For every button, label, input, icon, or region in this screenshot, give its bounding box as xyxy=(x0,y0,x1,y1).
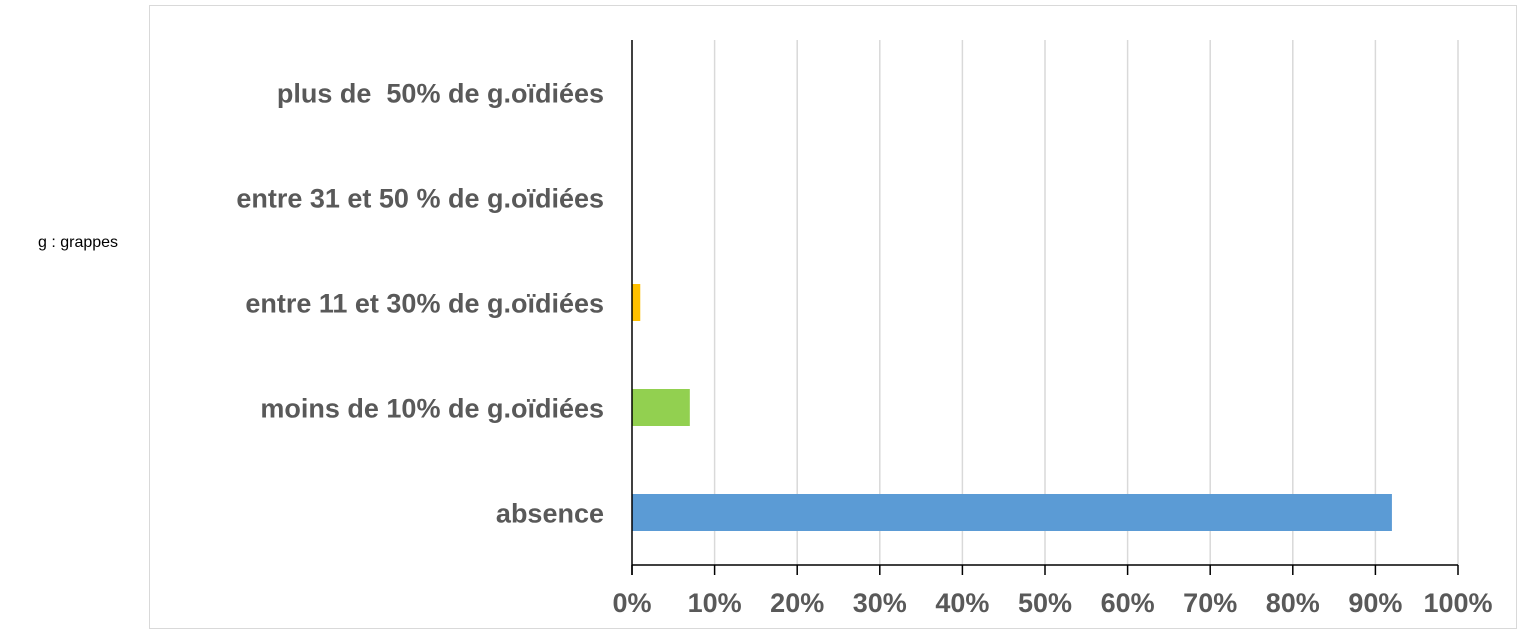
category-label: entre 31 et 50 % de g.oïdiées xyxy=(236,184,604,214)
x-tick-label: 40% xyxy=(935,588,989,618)
x-tick-labels: 0% 10% 20% 30% 40% 50% 60% 70% 80% 90% 100% xyxy=(612,588,1492,618)
x-tick-label: 100% xyxy=(1423,588,1492,618)
bar xyxy=(632,389,690,426)
x-tick-label: 90% xyxy=(1348,588,1402,618)
bar xyxy=(632,494,1392,531)
category-label: entre 11 et 30% de g.oïdiées xyxy=(245,289,604,319)
bar xyxy=(632,284,641,321)
bars xyxy=(632,284,1392,531)
x-tick-label: 50% xyxy=(1018,588,1072,618)
axes xyxy=(631,40,1459,575)
x-tick-label: 60% xyxy=(1101,588,1155,618)
category-label: moins de 10% de g.oïdiées xyxy=(260,394,604,424)
x-tick-label: 20% xyxy=(770,588,824,618)
category-labels: plus de 50% de g.oïdiées entre 31 et 50 %… xyxy=(236,79,604,529)
x-tick-label: 80% xyxy=(1266,588,1320,618)
x-tick-label: 0% xyxy=(612,588,651,618)
side-note: g : grappes xyxy=(38,234,119,251)
category-label: plus de 50% de g.oïdiées xyxy=(277,79,604,109)
x-tick-label: 70% xyxy=(1183,588,1237,618)
x-tick-label: 10% xyxy=(688,588,742,618)
gridlines xyxy=(713,40,1459,565)
category-label: absence xyxy=(496,499,604,529)
x-tick-label: 30% xyxy=(853,588,907,618)
